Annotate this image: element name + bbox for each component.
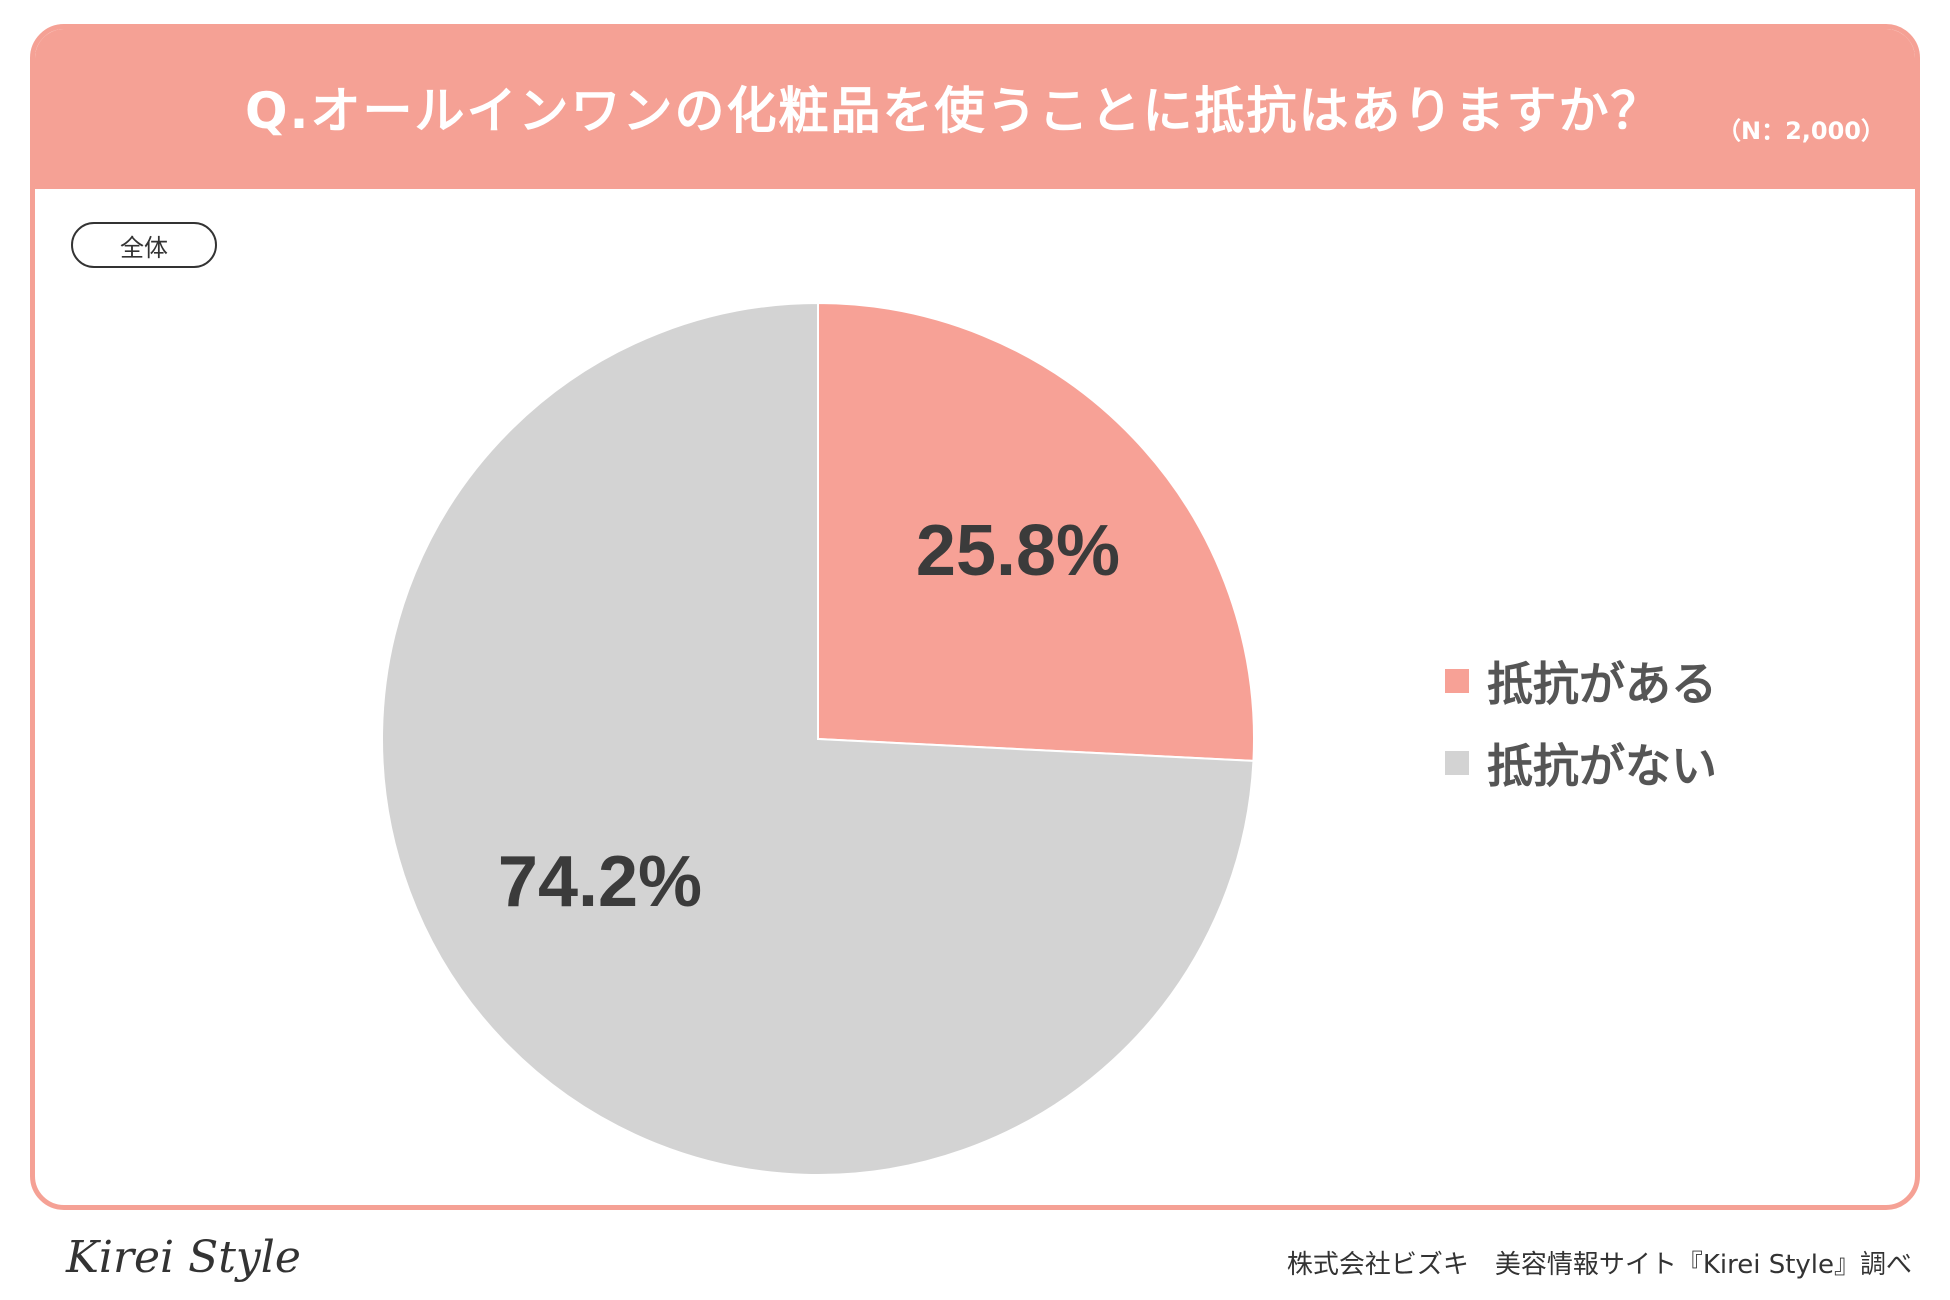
- legend-label-resist: 抵抗がある: [1487, 657, 1717, 711]
- title-banner: Q.オールインワンの化粧品を使うことに抵抗はありますか？ （N：2,000）: [35, 29, 1915, 189]
- legend-label-no-resist: 抵抗がない: [1487, 739, 1717, 793]
- pie-slice-1: [381, 301, 1255, 1176]
- legend-item-resist: 抵抗がある: [1445, 640, 1717, 722]
- kirei-style-logo: Kirei Style: [66, 1232, 301, 1283]
- source-credit: 株式会社ビズキ 美容情報サイト『Kirei Style』調べ: [1286, 1250, 1912, 1280]
- legend-swatch-resist: [1445, 669, 1469, 693]
- legend-item-no-resist: 抵抗がない: [1445, 722, 1717, 804]
- pie-slice-0: [817, 301, 1255, 762]
- segment-badge: 全体: [71, 222, 217, 268]
- sample-size: （N：2,000）: [1717, 117, 1885, 145]
- slice-label-1: 74.2%: [498, 842, 702, 922]
- legend: 抵抗がある 抵抗がない: [1445, 640, 1717, 804]
- legend-swatch-no-resist: [1445, 751, 1469, 775]
- slice-label-0: 25.8%: [916, 511, 1120, 591]
- chart-title: Q.オールインワンの化粧品を使うことに抵抗はありますか？: [245, 82, 1663, 140]
